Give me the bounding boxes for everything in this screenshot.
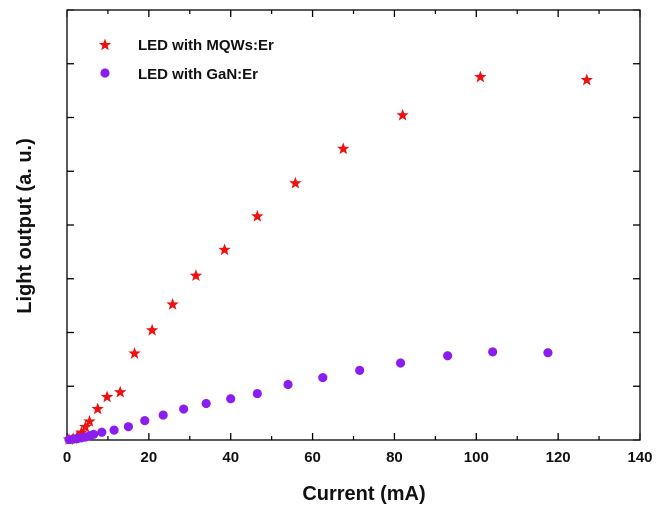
- data-point-star: [79, 420, 92, 433]
- data-point-star: [75, 426, 88, 438]
- x-tick-label: 20: [141, 449, 158, 466]
- x-tick-label: 120: [546, 449, 571, 466]
- series-0: [62, 70, 593, 445]
- x-tick-label: 60: [304, 449, 321, 466]
- data-point-star: [128, 347, 141, 359]
- legend: LED with MQWs:Er LED with GaN:Er: [98, 37, 274, 83]
- data-point-star: [189, 269, 203, 281]
- x-tick-label: 100: [464, 449, 489, 466]
- data-point-circle: [201, 398, 211, 409]
- data-point-circle: [140, 416, 150, 426]
- data-point-circle: [355, 365, 365, 375]
- data-point-circle: [179, 404, 189, 414]
- data-point-circle: [158, 410, 168, 420]
- x-tick-label: 80: [386, 449, 403, 466]
- legend-label-mqws: LED with MQWs:Er: [138, 37, 274, 54]
- x-tick-label: 140: [627, 449, 652, 466]
- data-point-star: [166, 298, 179, 310]
- y-axis-ticks: [67, 9, 640, 441]
- data-point-star: [289, 176, 302, 189]
- data-point-circle: [488, 347, 498, 357]
- data-point-star: [91, 402, 104, 415]
- data-point-circle: [543, 348, 553, 358]
- series-1: [64, 347, 553, 445]
- data-point-circle: [283, 379, 293, 390]
- data-point-circle: [97, 427, 107, 437]
- data-point-circle: [226, 394, 236, 404]
- x-tick-label: 0: [63, 449, 71, 466]
- x-axis-ticks: 0 20 40 60 80 100 120 140: [63, 10, 653, 466]
- data-point-circle: [109, 425, 119, 435]
- data-point-star: [83, 415, 96, 427]
- legend-marker-mqws-star: [98, 38, 112, 51]
- x-tick-label: 40: [222, 449, 239, 466]
- data-point-star: [580, 73, 593, 86]
- data-point-star: [100, 390, 114, 403]
- data-point-star: [396, 108, 409, 121]
- data-point-circle: [395, 358, 406, 368]
- data-point-circle: [123, 422, 133, 432]
- data-point-star: [337, 142, 350, 155]
- data-point-circle: [443, 351, 453, 361]
- y-axis-title: Light output (a. u.): [14, 138, 36, 314]
- data-point-circle: [89, 429, 99, 440]
- data-point-star: [114, 385, 127, 398]
- legend-label-gan: LED with GaN:Er: [138, 66, 258, 83]
- data-series: [62, 70, 593, 445]
- legend-marker-gan-circle: [100, 68, 110, 78]
- data-point-circle: [252, 388, 262, 399]
- x-axis-title: Current (mA): [302, 483, 425, 505]
- data-point-star: [251, 209, 264, 222]
- data-point-star: [474, 70, 487, 83]
- data-point-star: [145, 323, 159, 336]
- data-point-circle: [318, 373, 328, 383]
- data-point-star: [218, 243, 231, 256]
